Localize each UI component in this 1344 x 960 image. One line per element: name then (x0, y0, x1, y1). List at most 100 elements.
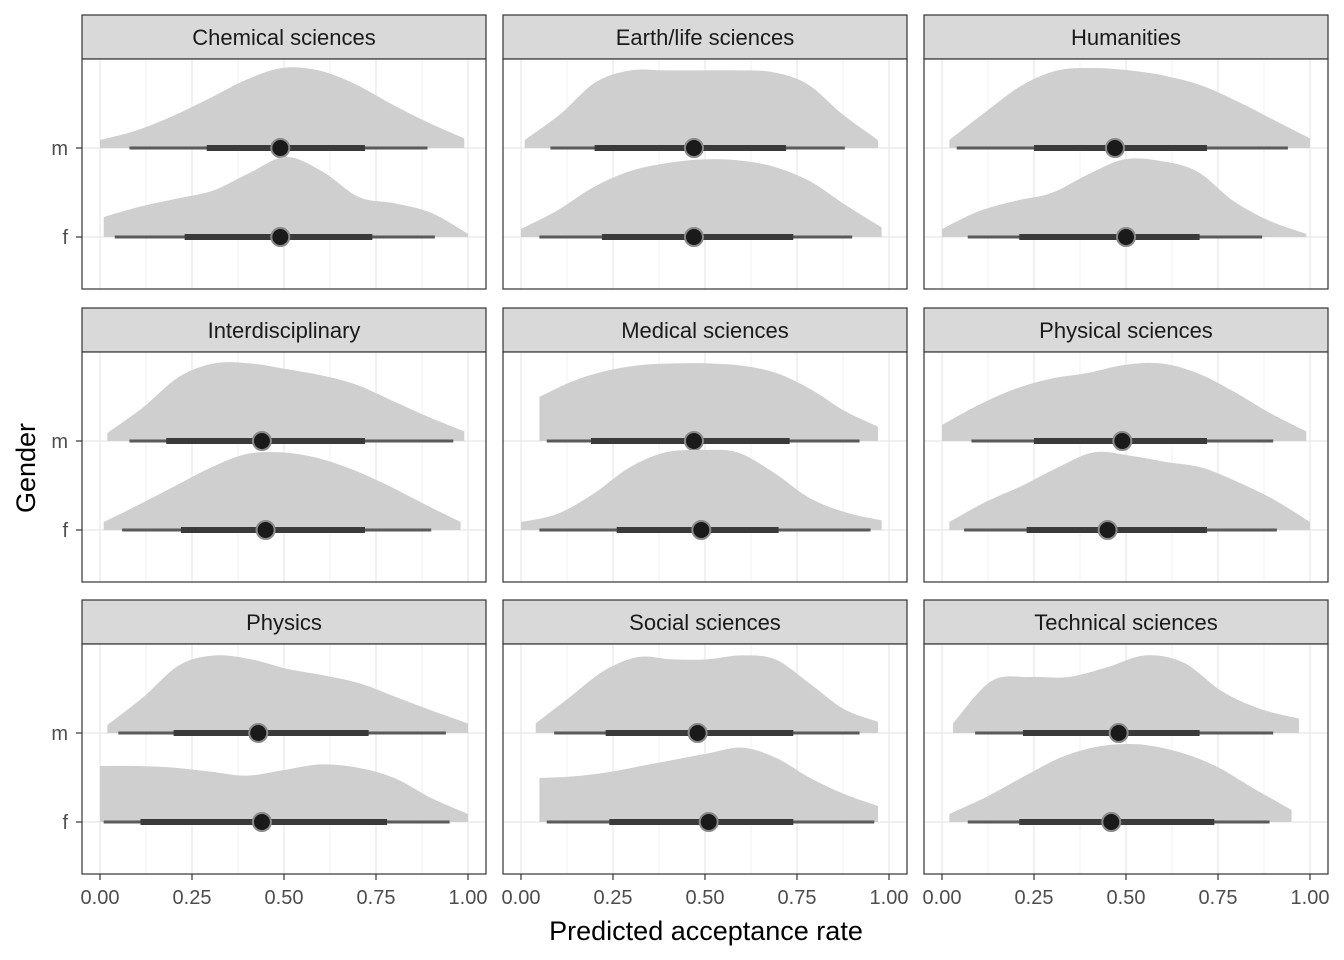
median-point-f (691, 520, 712, 540)
facet-strip-title: Technical sciences (1034, 610, 1217, 635)
series-m (949, 67, 1310, 158)
density-f (949, 743, 1292, 822)
density-m (953, 655, 1299, 733)
x-tick-label: 0.50 (265, 887, 304, 909)
median-point-m (1108, 723, 1129, 743)
median-point-f (1097, 520, 1118, 540)
facet-strip (81, 599, 487, 645)
panel-border (923, 58, 1329, 290)
facet-strip (81, 14, 487, 60)
facet-strip-title: Humanities (1071, 25, 1181, 50)
series-f (539, 747, 878, 832)
x-tick-label: 0.25 (1015, 887, 1054, 909)
panels-layer: Chemical sciences f m Earth/life sciences Hu… (51, 14, 1329, 909)
panel-border (502, 351, 908, 583)
panel-border (81, 351, 487, 583)
density-m (100, 67, 465, 148)
y-tick-label: m (51, 138, 68, 160)
density-m (107, 655, 469, 733)
density-f (103, 451, 461, 530)
x-tick-label: 1.00 (870, 887, 909, 909)
facet-panel: Social sciences 0.00 0.25 0.50 0.75 1.00 (502, 599, 909, 909)
density-f (942, 158, 1307, 237)
facet-strip-title: Interdisciplinary (208, 318, 361, 343)
facet-strip-title: Physics (246, 610, 322, 635)
series-m (539, 363, 878, 451)
series-f (942, 158, 1307, 247)
y-tick-label: m (51, 431, 68, 453)
x-tick-label: 0.75 (357, 887, 396, 909)
median-point-m (683, 138, 704, 158)
density-m (535, 655, 878, 733)
panel-border (923, 351, 1329, 583)
x-tick-label: 1.00 (449, 887, 488, 909)
series-f (521, 159, 882, 247)
facet-panel: Technical sciences 0.00 0.25 0.50 0.75 1.00 (923, 599, 1329, 909)
y-axis-title: Gender (11, 423, 41, 513)
median-point-f (255, 520, 276, 540)
facet-panel: Interdisciplinary f m (51, 307, 487, 583)
y-tick-label: f (62, 812, 68, 834)
median-point-f (251, 812, 272, 832)
series-f (521, 449, 882, 540)
x-tick-label: 0.50 (1107, 887, 1146, 909)
y-tick-label: f (62, 520, 68, 542)
panel-border (81, 58, 487, 290)
x-tick-label: 0.00 (502, 887, 541, 909)
median-point-m (270, 138, 291, 158)
series-f (949, 743, 1292, 832)
facet-strip (502, 599, 908, 645)
median-point-f (1101, 812, 1122, 832)
series-f (949, 451, 1310, 540)
facet-strip-title: Physical sciences (1039, 318, 1213, 343)
facet-panel: Physical sciences (923, 307, 1329, 583)
median-point-m (687, 723, 708, 743)
x-tick-label: 0.25 (594, 887, 633, 909)
density-m (107, 362, 465, 441)
density-f (539, 747, 878, 822)
series-f (103, 451, 461, 540)
y-tick-label: f (62, 227, 68, 249)
density-m (539, 363, 878, 441)
x-tick-label: 0.25 (173, 887, 212, 909)
series-m (107, 362, 465, 451)
median-point-f (1116, 227, 1136, 247)
median-point-m (1104, 138, 1125, 158)
facet-panel: Medical sciences (502, 307, 908, 583)
facet-strip-title: Medical sciences (621, 318, 789, 343)
facet-panel: Physics f m 0.00 0.25 0.50 0.75 1.00 (51, 599, 488, 909)
density-f (949, 451, 1310, 530)
density-m (949, 67, 1310, 148)
x-tick-label: 0.00 (81, 887, 120, 909)
median-point-m (248, 723, 269, 743)
series-m (524, 69, 878, 158)
facet-panel: Humanities (923, 14, 1329, 290)
facet-strip (923, 599, 1329, 645)
x-tick-label: 0.75 (778, 887, 817, 909)
median-point-f (683, 227, 704, 247)
density-f (521, 449, 882, 530)
median-point-m (683, 431, 704, 451)
x-tick-label: 0.75 (1199, 887, 1238, 909)
series-m (953, 655, 1299, 743)
density-m (942, 362, 1307, 441)
facet-strip-title: Social sciences (629, 610, 781, 635)
series-f (100, 764, 468, 832)
density-f (100, 764, 468, 822)
facet-strip-title: Earth/life sciences (616, 25, 795, 50)
series-f (103, 156, 469, 247)
x-tick-label: 0.00 (923, 887, 962, 909)
facet-strip (502, 307, 908, 353)
x-tick-label: 0.50 (686, 887, 725, 909)
panel-border (502, 58, 908, 290)
series-m (942, 362, 1307, 451)
series-m (107, 655, 469, 743)
facet-panel: Chemical sciences f m (51, 14, 487, 290)
density-m (524, 69, 878, 148)
x-axis-title: Predicted acceptance rate (549, 916, 863, 946)
facet-panel: Earth/life sciences (502, 14, 908, 290)
series-m (100, 67, 465, 158)
median-point-f (698, 812, 719, 832)
median-point-f (270, 227, 291, 247)
